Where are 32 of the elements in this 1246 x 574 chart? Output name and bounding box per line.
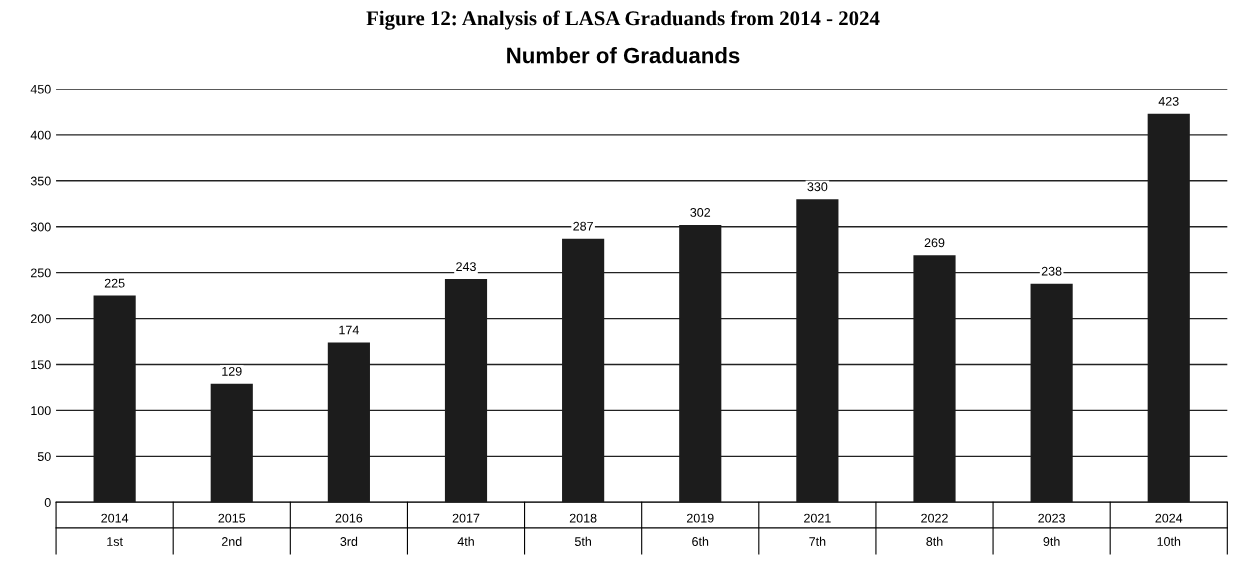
y-tick-label: 350 [30,176,51,186]
data-label: 330 [807,182,828,192]
chart-subtitle: Number of Graduands [507,47,740,64]
x-tick-label: 2019 6th [686,513,714,546]
y-tick-label: 400 [30,130,51,140]
y-tick-label: 300 [30,222,51,232]
x-tick-label: 2017 4th [452,513,480,546]
data-label: 129 [222,366,242,376]
y-tick-label: 250 [30,268,51,278]
x-tick-label: 2024 10th [1155,513,1183,546]
x-tick-label: 2023 9th [1038,513,1065,546]
x-tick-label: 2014 1st [101,513,129,546]
data-label: 238 [1041,266,1062,276]
data-label: 269 [924,238,945,248]
y-tick-label: 150 [31,360,51,370]
y-tick-label: 100 [31,406,51,416]
x-tick-label: 2018 5th [569,513,597,546]
data-label: 302 [690,208,711,217]
y-tick-label: 50 [37,452,51,461]
y-tick-label: 0 [44,498,51,507]
x-tick-label: 2016 3rd [335,513,363,546]
y-tick-label: 200 [30,314,51,324]
x-tick-label: 2021 7th [804,513,831,546]
data-label: 287 [573,221,593,231]
data-label: 243 [456,262,476,272]
y-tick-label: 450 [30,84,51,94]
x-tick-label: 2015 2nd [218,513,246,546]
data-label: 423 [1158,96,1179,106]
data-label: 174 [339,325,359,335]
chart-title: Figure 12: Analysis of LASA Graduands from 2014 - 2024 [366,10,880,30]
data-label: 225 [104,278,125,288]
x-tick-label: 2022 8th [921,513,948,546]
